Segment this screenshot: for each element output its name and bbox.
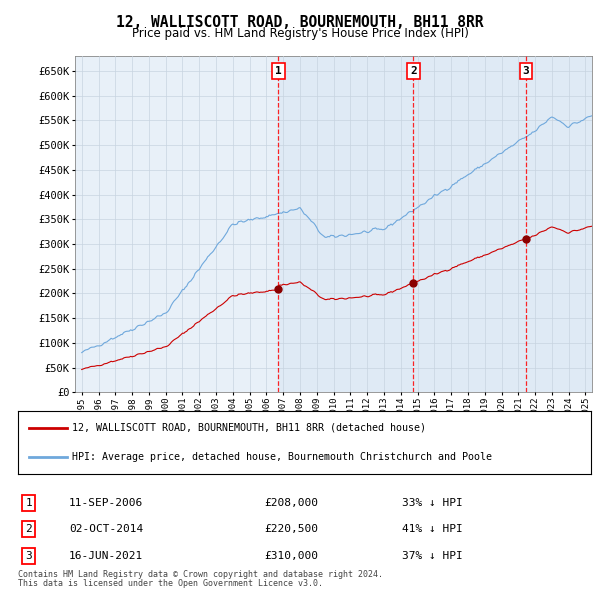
Text: Contains HM Land Registry data © Crown copyright and database right 2024.: Contains HM Land Registry data © Crown c… xyxy=(18,570,383,579)
Bar xyxy=(413,56,526,392)
Text: 33% ↓ HPI: 33% ↓ HPI xyxy=(402,498,463,507)
Text: 2: 2 xyxy=(410,66,417,76)
Text: 16-JUN-2021: 16-JUN-2021 xyxy=(69,551,143,560)
Text: 37% ↓ HPI: 37% ↓ HPI xyxy=(402,551,463,560)
Text: 41% ↓ HPI: 41% ↓ HPI xyxy=(402,525,463,534)
Text: 12, WALLISCOTT ROAD, BOURNEMOUTH, BH11 8RR: 12, WALLISCOTT ROAD, BOURNEMOUTH, BH11 8… xyxy=(116,15,484,30)
Text: 12, WALLISCOTT ROAD, BOURNEMOUTH, BH11 8RR (detached house): 12, WALLISCOTT ROAD, BOURNEMOUTH, BH11 8… xyxy=(73,423,427,433)
Text: This data is licensed under the Open Government Licence v3.0.: This data is licensed under the Open Gov… xyxy=(18,579,323,588)
Bar xyxy=(278,56,413,392)
Text: 1: 1 xyxy=(25,498,32,507)
Text: £208,000: £208,000 xyxy=(264,498,318,507)
Text: 3: 3 xyxy=(25,551,32,560)
Text: 1: 1 xyxy=(275,66,282,76)
Text: Price paid vs. HM Land Registry's House Price Index (HPI): Price paid vs. HM Land Registry's House … xyxy=(131,27,469,40)
Text: 02-OCT-2014: 02-OCT-2014 xyxy=(69,525,143,534)
Text: 3: 3 xyxy=(523,66,529,76)
Text: £220,500: £220,500 xyxy=(264,525,318,534)
Text: HPI: Average price, detached house, Bournemouth Christchurch and Poole: HPI: Average price, detached house, Bour… xyxy=(73,452,493,462)
Text: 11-SEP-2006: 11-SEP-2006 xyxy=(69,498,143,507)
Text: £310,000: £310,000 xyxy=(264,551,318,560)
Bar xyxy=(526,56,592,392)
Text: 2: 2 xyxy=(25,525,32,534)
